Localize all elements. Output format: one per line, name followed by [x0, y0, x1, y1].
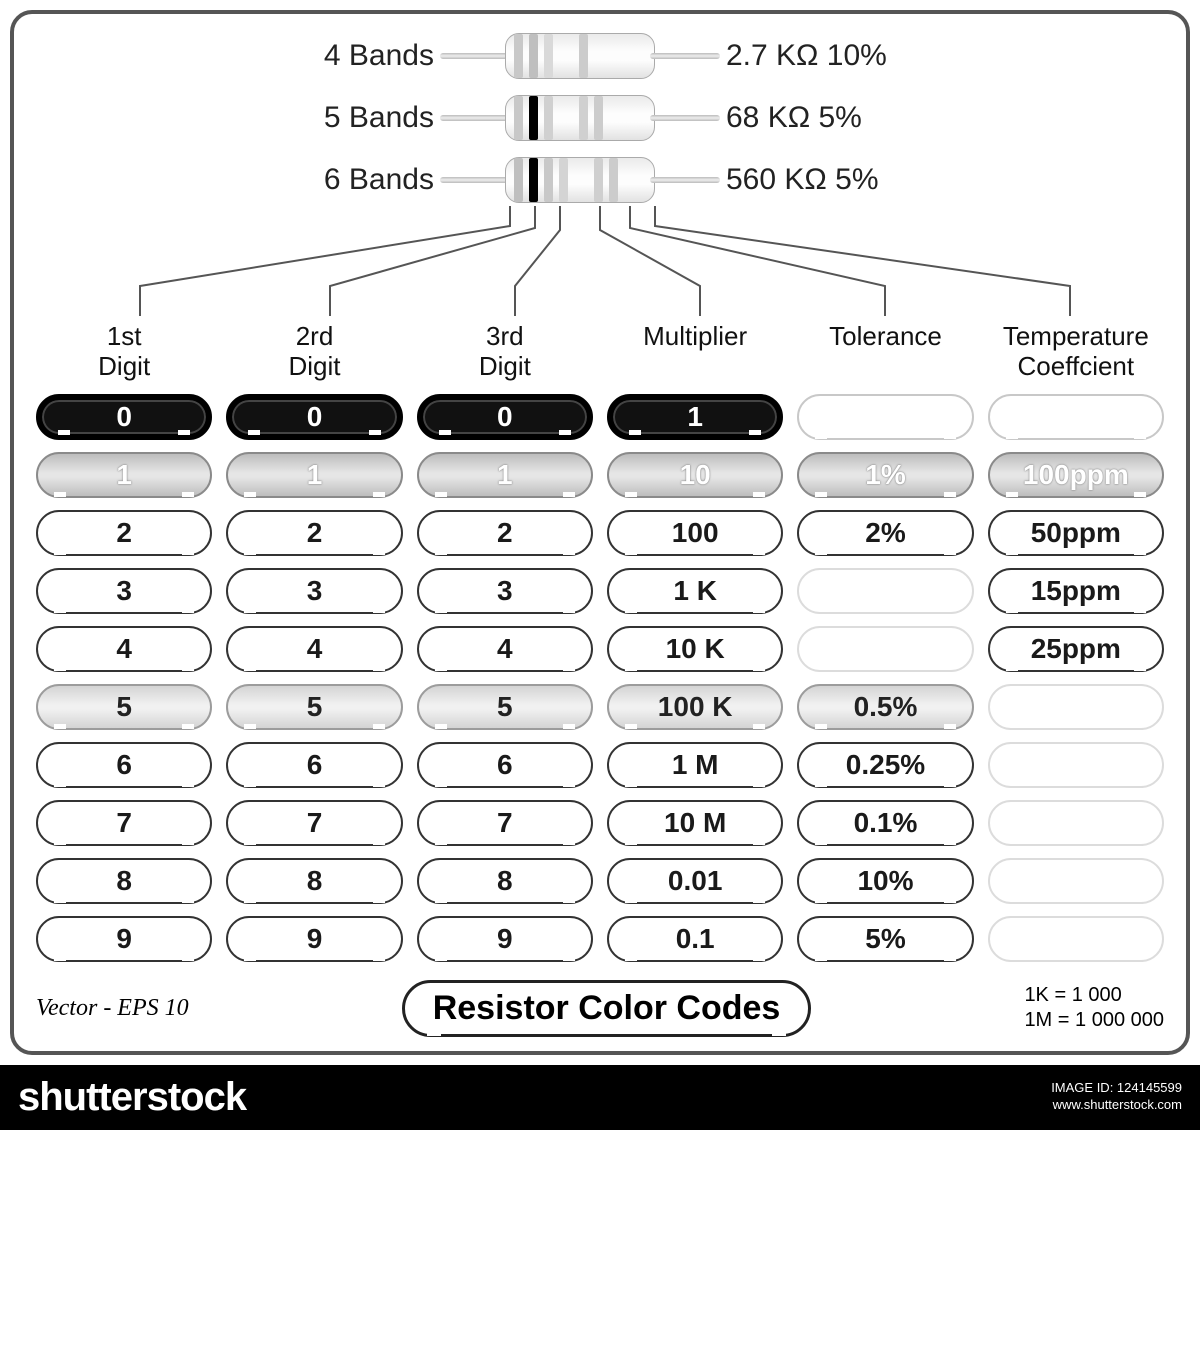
code-cell: 50ppm [988, 510, 1164, 556]
code-cell: 1 M [607, 742, 783, 788]
examples-block: 4 Bands 2.7 KΩ 10% 5 Bands 68 KΩ 5% 6 Bands 5… [36, 32, 1164, 204]
code-cell: 0.1 [607, 916, 783, 962]
code-cell: 2 [226, 510, 402, 556]
example-value: 560 KΩ 5% [726, 163, 986, 197]
code-cell: 5 [226, 684, 402, 730]
code-cell: 2% [797, 510, 973, 556]
code-cell: 15ppm [988, 568, 1164, 614]
footer: Vector - EPS 10 Resistor Color Codes 1K … [36, 980, 1164, 1037]
example-row: 6 Bands 560 KΩ 5% [36, 156, 1164, 204]
code-cell: 3 [417, 568, 593, 614]
code-cell: 100 K [607, 684, 783, 730]
resistor-icon [460, 94, 700, 142]
code-cell: 1 [36, 452, 212, 498]
code-cell: 5% [797, 916, 973, 962]
code-cell: 7 [417, 800, 593, 846]
code-cell: 8 [226, 858, 402, 904]
eps-label: Vector - EPS 10 [36, 995, 189, 1022]
code-cell: 6 [226, 742, 402, 788]
code-cell [797, 394, 973, 440]
code-cell: 0 [226, 394, 402, 440]
chart-frame: 4 Bands 2.7 KΩ 10% 5 Bands 68 KΩ 5% 6 Bands 5… [10, 10, 1190, 1055]
code-cell: 4 [36, 626, 212, 672]
code-cell: 1 [607, 394, 783, 440]
stock-site: www.shutterstock.com [1051, 1097, 1182, 1114]
resistor-icon [460, 156, 700, 204]
code-cell: 9 [417, 916, 593, 962]
code-cell: 9 [36, 916, 212, 962]
color-code-grid: 0001111101%100ppm2221002%50ppm3331 K15pp… [36, 394, 1164, 962]
code-cell: 8 [36, 858, 212, 904]
code-cell: 10 [607, 452, 783, 498]
code-cell: 10% [797, 858, 973, 904]
example-row: 5 Bands 68 KΩ 5% [36, 94, 1164, 142]
code-cell: 1 [226, 452, 402, 498]
code-cell: 3 [36, 568, 212, 614]
stock-bar: shutterstock IMAGE ID: 124145599 www.shu… [0, 1065, 1200, 1130]
code-cell: 0 [36, 394, 212, 440]
stock-meta: IMAGE ID: 124145599 www.shutterstock.com [1051, 1080, 1182, 1114]
code-cell: 7 [36, 800, 212, 846]
code-cell: 4 [226, 626, 402, 672]
code-cell: 3 [226, 568, 402, 614]
code-cell: 7 [226, 800, 402, 846]
code-cell: 6 [417, 742, 593, 788]
code-cell: 2 [36, 510, 212, 556]
code-cell: 5 [417, 684, 593, 730]
code-cell: 0.01 [607, 858, 783, 904]
code-cell: 6 [36, 742, 212, 788]
column-header: 3rdDigit [417, 322, 593, 382]
example-band-label: 4 Bands [214, 39, 434, 73]
code-cell [797, 568, 973, 614]
code-cell: 8 [417, 858, 593, 904]
code-cell [988, 800, 1164, 846]
column-headers: 1stDigit2rdDigit3rdDigitMultiplierTolera… [36, 322, 1164, 382]
legend: 1K = 1 000 1M = 1 000 000 [1024, 983, 1164, 1033]
column-header: Tolerance [797, 322, 973, 382]
column-header: 1stDigit [36, 322, 212, 382]
connector-lines [36, 206, 1164, 316]
legend-line-1m: 1M = 1 000 000 [1024, 1008, 1164, 1033]
code-cell: 5 [36, 684, 212, 730]
image-id: IMAGE ID: 124145599 [1051, 1080, 1182, 1097]
example-row: 4 Bands 2.7 KΩ 10% [36, 32, 1164, 80]
code-cell [988, 394, 1164, 440]
code-cell: 1% [797, 452, 973, 498]
code-cell [988, 684, 1164, 730]
example-value: 2.7 KΩ 10% [726, 39, 986, 73]
column-header: Multiplier [607, 322, 783, 382]
code-cell: 0.25% [797, 742, 973, 788]
example-band-label: 6 Bands [214, 163, 434, 197]
example-band-label: 5 Bands [214, 101, 434, 135]
resistor-icon [460, 32, 700, 80]
code-cell: 1 K [607, 568, 783, 614]
code-cell: 25ppm [988, 626, 1164, 672]
code-cell: 4 [417, 626, 593, 672]
legend-line-1k: 1K = 1 000 [1024, 983, 1164, 1008]
chart-title: Resistor Color Codes [402, 980, 812, 1037]
code-cell: 10 M [607, 800, 783, 846]
code-cell [988, 916, 1164, 962]
code-cell [988, 858, 1164, 904]
shutterstock-logo: shutterstock [18, 1075, 246, 1120]
code-cell: 0.1% [797, 800, 973, 846]
code-cell: 9 [226, 916, 402, 962]
code-cell [988, 742, 1164, 788]
code-cell: 100ppm [988, 452, 1164, 498]
code-cell [797, 626, 973, 672]
code-cell: 0 [417, 394, 593, 440]
code-cell: 2 [417, 510, 593, 556]
column-header: TemperatureCoeffcient [988, 322, 1164, 382]
code-cell: 1 [417, 452, 593, 498]
code-cell: 10 K [607, 626, 783, 672]
code-cell: 100 [607, 510, 783, 556]
code-cell: 0.5% [797, 684, 973, 730]
example-value: 68 KΩ 5% [726, 101, 986, 135]
column-header: 2rdDigit [226, 322, 402, 382]
